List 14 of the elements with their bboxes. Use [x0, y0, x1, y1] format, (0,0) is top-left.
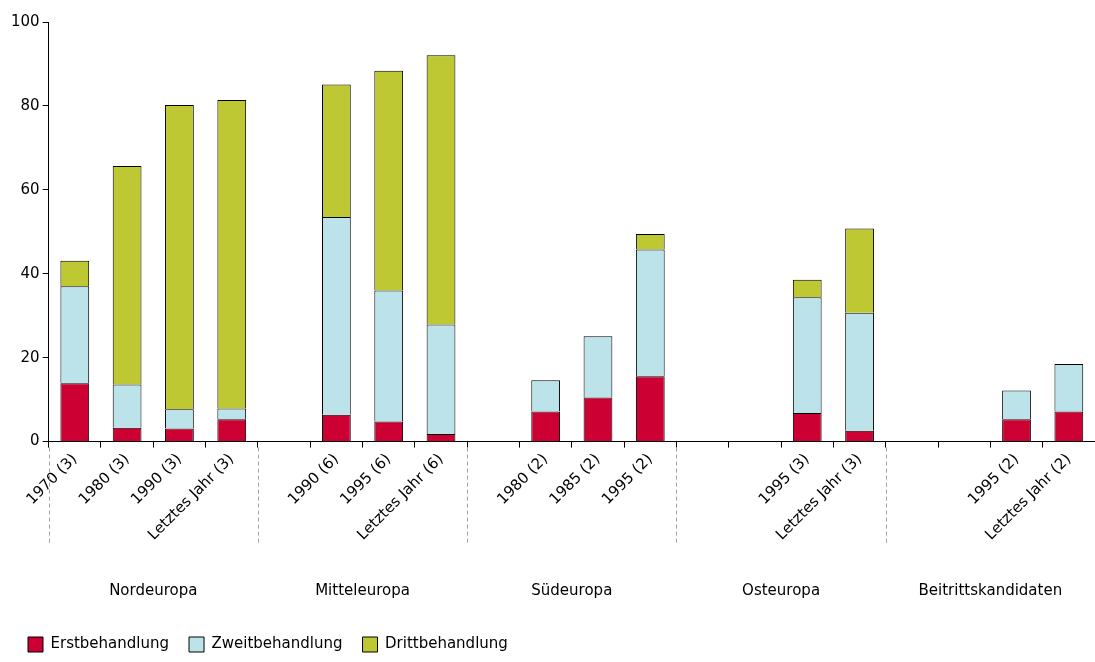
y-tick-label: 40	[20, 263, 40, 282]
text: Osteuropa	[742, 581, 821, 600]
y-tick-label: 60	[20, 179, 40, 198]
y-tick-label: 0	[30, 431, 40, 450]
text: Beitrittskandidaten	[918, 581, 1063, 600]
text: Mitteleuropa	[315, 581, 410, 600]
legend-label: Erstbehandlung	[50, 634, 170, 653]
y-tick-label: 20	[20, 347, 40, 366]
legend-label: Drittbehandlung	[385, 634, 508, 653]
y-tick-label: 100	[10, 11, 40, 30]
text: Südeuropa	[531, 581, 613, 600]
y-tick-label: 80	[20, 95, 40, 114]
text: Nordeuropa	[109, 581, 198, 600]
legend-label: Zweitbehandlung	[211, 634, 343, 653]
